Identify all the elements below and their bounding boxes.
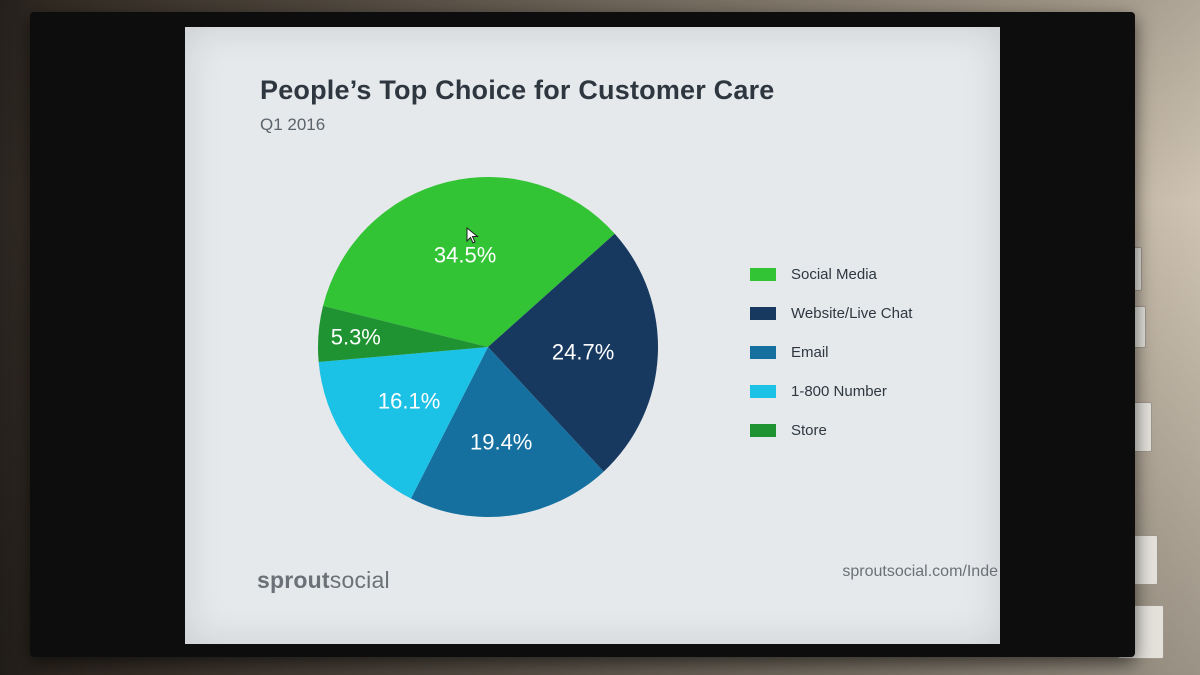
legend-item-website-live-chat: Website/Live Chat [750, 294, 912, 333]
chart-title: People’s Top Choice for Customer Care [260, 75, 775, 105]
legend-item-email: Email [750, 333, 912, 372]
legend-label-1800-number: 1-800 Number [791, 383, 887, 400]
source-url: sproutsocial.com/Inde [842, 563, 998, 580]
pie-slice-website-live-chat [488, 233, 658, 472]
legend-swatch-social-media [750, 268, 776, 281]
pie-slice-1800-number [318, 347, 488, 499]
logo-text-social: social [329, 567, 390, 593]
legend-label-email: Email [791, 344, 829, 361]
legend-label-website-live-chat: Website/Live Chat [791, 305, 913, 322]
legend-item-social-media: Social Media [750, 255, 912, 294]
pie-slice-email [410, 347, 604, 518]
pie-label-1800-number: 16.1% [378, 388, 440, 413]
legend-swatch-store [750, 424, 776, 437]
pie-label-email: 19.4% [470, 429, 532, 454]
pie-slice-store [318, 305, 488, 363]
legend-swatch-website-live-chat [750, 307, 776, 320]
legend-swatch-1800-number [750, 385, 776, 398]
sproutsocial-logo: sproutsocial [257, 567, 390, 594]
legend-swatch-email [750, 346, 776, 359]
pie-chart: 34.5% 24.7% 19.4% 16.1% 5.3% [318, 177, 658, 518]
mouse-cursor-icon [466, 227, 479, 244]
presentation-slide: People’s Top Choice for Customer Care Q1… [185, 27, 1000, 644]
chart-subtitle: Q1 2016 [260, 115, 326, 134]
legend-item-1800-number: 1-800 Number [750, 372, 912, 411]
legend-label-store: Store [791, 422, 827, 439]
pie-label-store: 5.3% [331, 325, 381, 350]
legend-item-store: Store [750, 411, 912, 450]
chart-legend: Social Media Website/Live Chat Email 1-8… [750, 255, 912, 450]
pie-label-social-media: 34.5% [434, 243, 496, 268]
pie-label-website-live-chat: 24.7% [552, 339, 614, 364]
logo-text-sprout: sprout [257, 567, 330, 593]
legend-label-social-media: Social Media [791, 266, 877, 283]
pie-slice-social-media [323, 177, 615, 347]
